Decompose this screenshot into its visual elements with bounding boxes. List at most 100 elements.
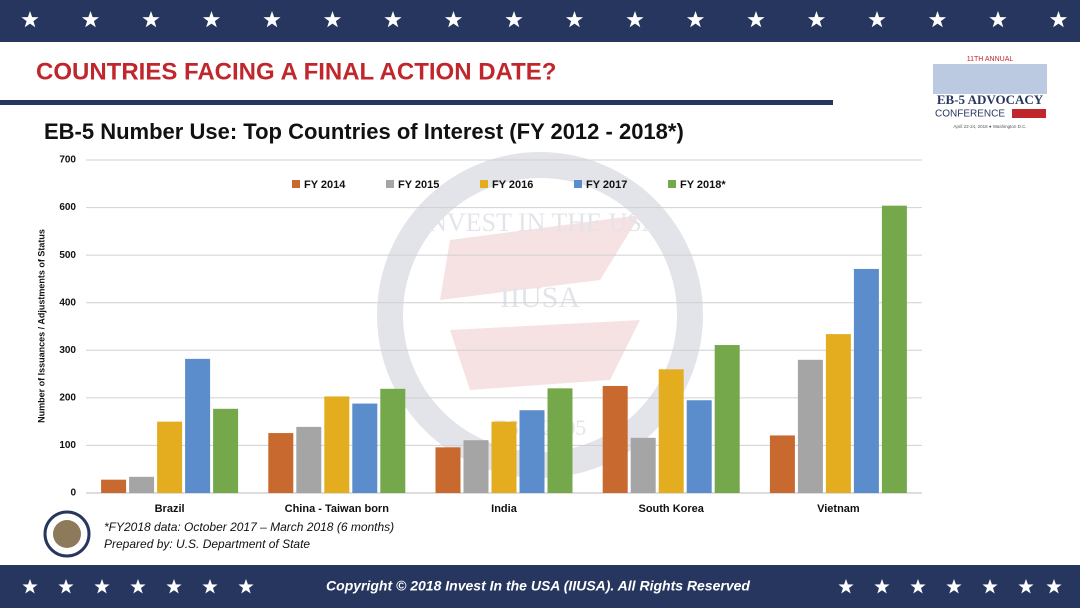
top-banner bbox=[0, 0, 1080, 42]
x-tick-label: India bbox=[491, 503, 518, 515]
y-tick-label: 300 bbox=[59, 345, 76, 356]
bar bbox=[352, 403, 378, 493]
legend-swatch bbox=[386, 180, 394, 188]
star bbox=[982, 579, 998, 594]
bar bbox=[213, 408, 239, 493]
legend-label: FY 2015 bbox=[398, 179, 439, 191]
y-axis-label: Number of Issuances / Adjustments of Sta… bbox=[36, 229, 46, 423]
star bbox=[202, 11, 221, 28]
watermark-center: IIUSA bbox=[500, 281, 580, 314]
star bbox=[384, 11, 402, 28]
star bbox=[838, 579, 854, 594]
star bbox=[505, 11, 523, 28]
bar bbox=[129, 476, 155, 493]
bar bbox=[463, 440, 489, 493]
bar bbox=[101, 479, 127, 493]
star bbox=[910, 579, 926, 594]
star bbox=[928, 11, 947, 28]
star bbox=[874, 579, 890, 594]
star bbox=[946, 579, 962, 594]
star bbox=[238, 579, 254, 594]
bar bbox=[435, 447, 461, 493]
y-tick-label: 500 bbox=[59, 250, 76, 261]
chart-title: EB-5 Number Use: Top Countries of Intere… bbox=[44, 119, 684, 144]
watermark-stripe bbox=[450, 320, 640, 390]
star bbox=[263, 11, 281, 28]
y-tick-label: 600 bbox=[59, 202, 76, 213]
star bbox=[58, 579, 74, 594]
bar bbox=[324, 396, 350, 493]
bar bbox=[630, 437, 656, 493]
logo-date: April 22-24, 2018 ● Washington D.C. bbox=[953, 124, 1026, 129]
star bbox=[1018, 579, 1034, 594]
legend-swatch bbox=[480, 180, 488, 188]
star bbox=[81, 11, 100, 28]
star bbox=[202, 579, 218, 594]
title-rule bbox=[0, 100, 833, 105]
star bbox=[323, 11, 342, 28]
x-tick-label: Brazil bbox=[155, 503, 185, 515]
star bbox=[130, 579, 146, 594]
logo-sub: CONFERENCE bbox=[935, 109, 1005, 120]
bar bbox=[797, 359, 823, 493]
stars bbox=[21, 11, 1068, 594]
star bbox=[142, 11, 160, 28]
bar bbox=[602, 385, 628, 493]
y-tick-label: 0 bbox=[70, 488, 76, 499]
watermark-stripe bbox=[440, 215, 640, 300]
bar bbox=[547, 388, 573, 493]
legend-swatch bbox=[574, 180, 582, 188]
y-tick-label: 200 bbox=[59, 392, 76, 403]
y-tick-label: 100 bbox=[59, 440, 76, 451]
bar bbox=[491, 421, 517, 493]
star bbox=[686, 11, 705, 28]
legend-label: FY 2016 bbox=[492, 179, 533, 191]
star bbox=[1046, 579, 1062, 594]
seal bbox=[43, 510, 91, 558]
logo-name: EB-5 ADVOCACY bbox=[937, 92, 1044, 107]
bottom-banner bbox=[0, 565, 1080, 608]
star bbox=[868, 11, 886, 28]
bar bbox=[714, 345, 740, 493]
logo-skyline bbox=[933, 64, 1047, 94]
legend-label: FY 2018* bbox=[680, 179, 726, 191]
bar bbox=[157, 421, 183, 493]
legend-label: FY 2014 bbox=[304, 179, 346, 191]
watermark-arc: INVEST IN THE USA bbox=[420, 208, 661, 237]
bar bbox=[881, 205, 907, 493]
star bbox=[22, 579, 38, 594]
bar bbox=[769, 435, 795, 493]
star bbox=[444, 11, 463, 28]
x-tick-label: Vietnam bbox=[817, 503, 860, 515]
footnote: *FY2018 data: October 2017 – March 2018 … bbox=[104, 520, 394, 534]
bar bbox=[825, 334, 851, 493]
plot: 0 100 200 300 400 500 600 700 Brazil China - Taiw… bbox=[59, 155, 922, 515]
star bbox=[747, 11, 765, 28]
star bbox=[94, 579, 110, 594]
seal-center bbox=[53, 520, 81, 548]
x-tick-label: South Korea bbox=[638, 503, 704, 515]
bar bbox=[519, 410, 545, 493]
copyright: Copyright © 2018 Invest In the USA (IIUS… bbox=[326, 578, 750, 594]
logo-edition: 11TH ANNUAL bbox=[967, 56, 1014, 63]
star bbox=[21, 11, 39, 28]
star bbox=[1049, 11, 1068, 28]
logo-tag bbox=[1012, 109, 1046, 118]
x-tick-label: China - Taiwan born bbox=[285, 503, 390, 515]
bar bbox=[853, 268, 879, 493]
bar bbox=[686, 400, 712, 493]
legend-swatch bbox=[292, 180, 300, 188]
star bbox=[565, 11, 584, 28]
logo: 11TH ANNUAL EB-5 ADVOCACY CONFERENCE Apr… bbox=[933, 56, 1047, 129]
bar bbox=[380, 388, 406, 493]
slide-title: COUNTRIES FACING A FINAL ACTION DATE? bbox=[36, 58, 556, 85]
bar bbox=[268, 433, 294, 493]
bar bbox=[296, 426, 322, 493]
star bbox=[989, 11, 1007, 28]
star bbox=[807, 11, 826, 28]
footnote: Prepared by: U.S. Department of State bbox=[104, 537, 310, 551]
star bbox=[626, 11, 644, 28]
y-tick-label: 700 bbox=[59, 155, 76, 166]
bar bbox=[185, 358, 211, 493]
